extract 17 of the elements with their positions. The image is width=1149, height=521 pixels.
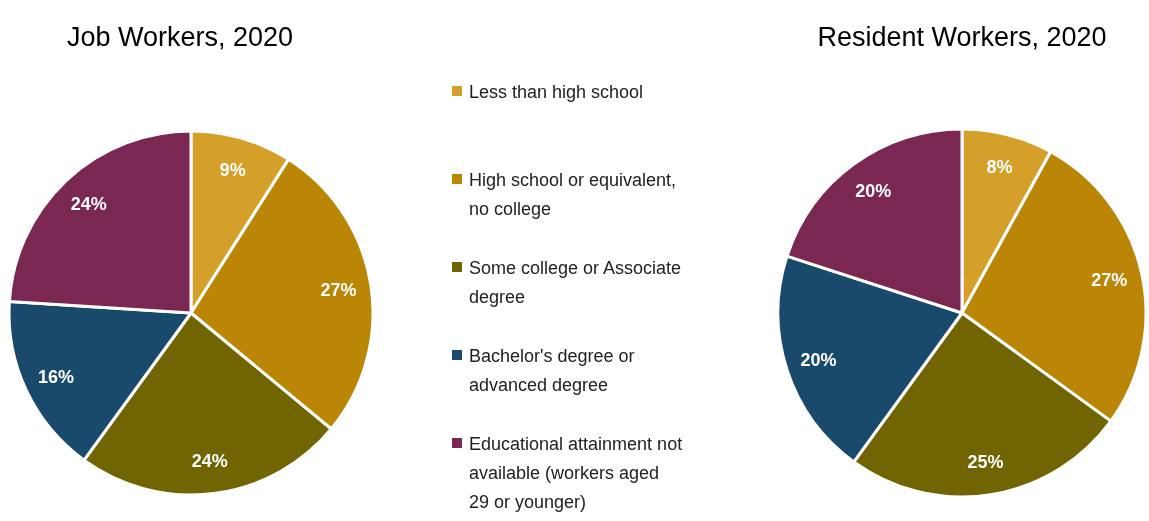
data-label: 20% [800, 349, 837, 370]
legend-label: Less than high school [469, 82, 644, 102]
data-label: 24% [70, 194, 107, 215]
data-label: 27% [320, 279, 357, 300]
legend-label: Educational attainment not available (workers aged 29 or younger) [469, 434, 683, 512]
data-label: 25% [967, 452, 1004, 473]
data-label: 9% [219, 159, 246, 180]
data-label: 24% [191, 451, 228, 472]
legend-label: High school or equivalent, no college [469, 170, 677, 219]
chart-title: Resident Workers, 2020 [817, 22, 1107, 52]
data-label: 8% [986, 156, 1013, 177]
chart-title: Job Workers, 2020 [66, 22, 294, 52]
legend-label: Bachelor's degree or advanced degree [469, 346, 635, 395]
data-label: 20% [855, 180, 892, 201]
data-label: 27% [1091, 270, 1128, 291]
data-label: 16% [37, 366, 74, 387]
legend-label: Some college or Associate degree [469, 258, 682, 307]
